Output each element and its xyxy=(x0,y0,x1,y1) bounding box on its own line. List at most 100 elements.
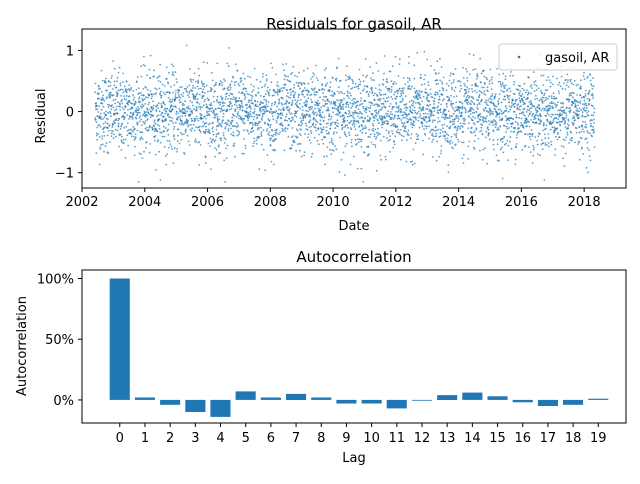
residual-point xyxy=(202,121,204,123)
residual-point xyxy=(562,102,565,105)
residual-point xyxy=(170,120,173,123)
residual-point xyxy=(221,105,224,108)
residual-point xyxy=(373,135,376,138)
residual-point xyxy=(510,71,512,73)
residual-point xyxy=(169,119,172,122)
residual-point xyxy=(557,101,559,104)
residual-point xyxy=(234,108,237,110)
residual-point xyxy=(200,113,203,116)
residual-point xyxy=(346,101,349,104)
residual-point xyxy=(290,73,292,76)
residual-point xyxy=(505,125,508,128)
residual-point xyxy=(591,135,593,138)
residual-point xyxy=(172,91,174,94)
residual-point xyxy=(488,98,490,100)
residual-point xyxy=(306,100,308,103)
residual-point xyxy=(526,125,528,128)
residual-point xyxy=(542,122,545,125)
residual-point xyxy=(281,104,283,106)
residual-point xyxy=(277,133,280,136)
residual-point xyxy=(222,115,225,118)
residual-point xyxy=(235,97,238,99)
residual-point xyxy=(111,88,114,90)
residual-point xyxy=(592,114,595,117)
residual-point xyxy=(190,117,193,120)
residual-point xyxy=(506,96,509,99)
residual-point xyxy=(580,109,583,112)
residual-point xyxy=(233,142,236,145)
residual-point xyxy=(148,101,150,104)
acf-bar xyxy=(411,399,432,401)
residual-point xyxy=(566,81,569,83)
residual-point xyxy=(276,84,278,87)
residual-point xyxy=(335,131,338,134)
residual-point xyxy=(303,96,306,98)
residual-point xyxy=(353,123,356,126)
residual-point xyxy=(190,81,193,83)
residual-point xyxy=(383,122,386,125)
residual-point xyxy=(107,85,110,88)
acf-bar xyxy=(160,399,181,405)
residual-point xyxy=(564,139,566,142)
residual-point xyxy=(200,82,203,84)
residual-point xyxy=(148,94,151,96)
residual-point xyxy=(261,86,263,89)
residual-point xyxy=(230,127,233,130)
residual-point xyxy=(336,66,338,69)
residual-point xyxy=(517,123,519,126)
residual-point xyxy=(103,135,106,137)
residual-point xyxy=(498,160,500,162)
residual-point xyxy=(216,98,219,101)
residual-point xyxy=(134,145,136,148)
residual-point xyxy=(314,103,316,106)
residual-point xyxy=(522,126,525,129)
residual-point xyxy=(223,109,226,112)
residual-point xyxy=(145,126,148,129)
autocorrelation-bars xyxy=(109,278,609,417)
residual-point xyxy=(191,90,194,92)
residual-point xyxy=(208,122,211,125)
residual-point xyxy=(268,119,271,121)
residual-point xyxy=(539,154,541,157)
residual-point xyxy=(240,102,243,104)
residual-point xyxy=(123,98,126,100)
residual-point xyxy=(582,75,585,77)
x-tick-label: 2006 xyxy=(191,195,224,210)
residual-point xyxy=(484,147,486,150)
residual-point xyxy=(157,102,160,104)
residual-point xyxy=(486,86,489,89)
residual-point xyxy=(206,97,209,99)
residual-point xyxy=(573,116,576,119)
residual-point xyxy=(521,93,524,96)
residual-point xyxy=(406,77,409,79)
residual-point xyxy=(514,126,516,129)
residual-point xyxy=(364,58,367,60)
residual-point xyxy=(157,114,160,117)
residual-point xyxy=(579,102,582,104)
residual-point xyxy=(160,114,162,116)
residual-point xyxy=(333,107,336,110)
residual-point xyxy=(167,123,170,126)
residual-point xyxy=(454,125,457,128)
residual-point xyxy=(155,169,157,171)
residual-point xyxy=(584,125,586,128)
residual-point xyxy=(510,147,513,150)
residual-point xyxy=(428,100,431,103)
residual-point xyxy=(213,110,215,112)
residual-point xyxy=(445,89,448,91)
residual-point xyxy=(583,115,586,118)
residual-point xyxy=(304,115,307,118)
residual-point xyxy=(443,118,446,121)
residual-point xyxy=(503,87,506,90)
residual-point xyxy=(418,94,421,96)
residual-point xyxy=(189,68,191,70)
residual-point xyxy=(403,129,406,132)
residual-point xyxy=(425,116,428,118)
residual-point xyxy=(344,133,347,136)
residuals-title: Residuals for gasoil, AR xyxy=(266,15,442,33)
residual-point xyxy=(232,76,235,79)
residual-point xyxy=(484,120,486,123)
residual-point xyxy=(104,121,107,123)
residual-point xyxy=(564,126,567,128)
residual-point xyxy=(510,117,513,119)
